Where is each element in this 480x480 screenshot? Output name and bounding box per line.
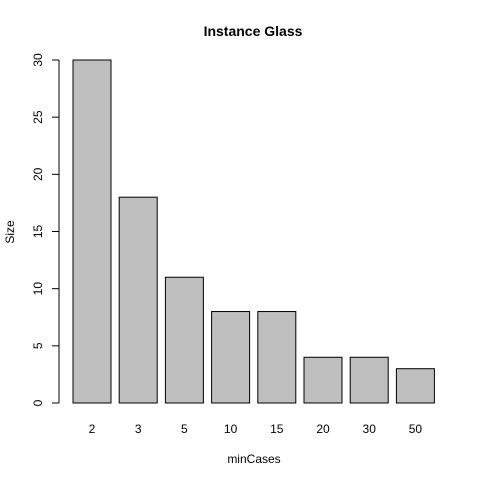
chart-title: Instance Glass xyxy=(204,23,303,39)
bars-group xyxy=(72,59,435,404)
y-tick-label: 0 xyxy=(31,399,45,406)
x-tick-label: 3 xyxy=(135,422,142,436)
y-tick-label: 25 xyxy=(31,110,45,124)
x-tick-label: 50 xyxy=(409,422,423,436)
x-tick-label: 20 xyxy=(316,422,330,436)
x-tick-label: 10 xyxy=(224,422,238,436)
bar-5 xyxy=(164,276,204,404)
y-axis: 0 5 10 15 20 25 30 xyxy=(31,53,60,406)
y-tick-label: 15 xyxy=(31,225,45,239)
bar-10 xyxy=(211,311,251,404)
x-tick-labels: 2 3 5 10 15 20 30 50 xyxy=(89,422,423,436)
bar-20 xyxy=(303,356,343,404)
y-tick-label: 30 xyxy=(31,53,45,67)
x-tick-label: 15 xyxy=(270,422,284,436)
x-tick-label: 2 xyxy=(89,422,96,436)
bar-15 xyxy=(257,311,297,404)
y-tick-label: 20 xyxy=(31,167,45,181)
y-axis-label: Size xyxy=(3,220,17,244)
x-tick-label: 5 xyxy=(181,422,188,436)
y-tick-label: 10 xyxy=(31,282,45,296)
bar-50 xyxy=(395,368,435,404)
y-tick-label: 5 xyxy=(31,342,45,349)
bar-3 xyxy=(118,196,158,404)
bar-2 xyxy=(72,59,112,404)
bar-30 xyxy=(349,356,389,404)
x-axis-label: minCases xyxy=(227,452,280,466)
x-tick-label: 30 xyxy=(363,422,377,436)
